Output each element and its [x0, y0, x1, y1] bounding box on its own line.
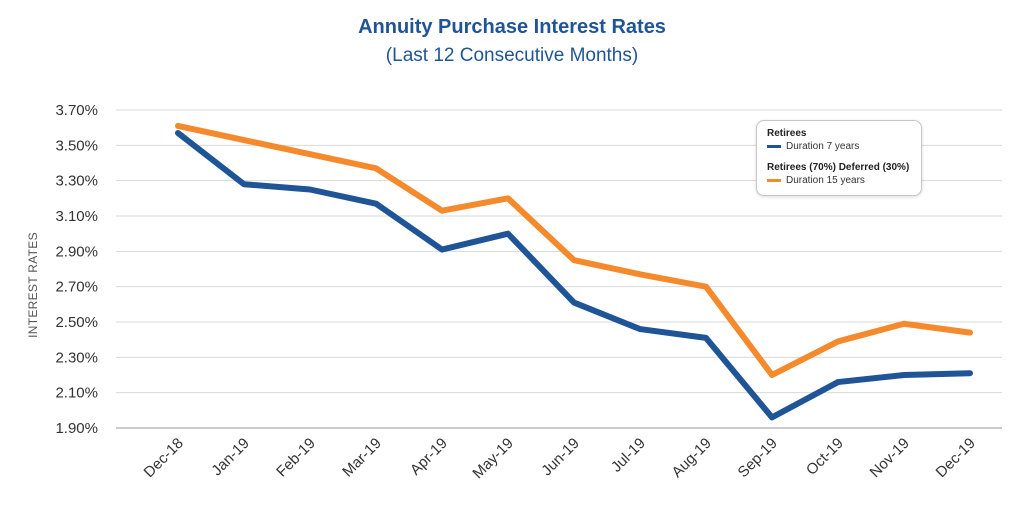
chart-title: Annuity Purchase Interest Rates	[358, 16, 666, 38]
x-axis-ticks: Dec-18 Jan-19 Feb-19 Mar-19 Apr-19 May-19 Jun-…	[141, 435, 979, 482]
legend-series-2-swatch	[767, 179, 781, 182]
x-tick-label: Oct-19	[803, 435, 847, 479]
series-lines	[175, 122, 973, 421]
y-tick-label: 3.10%	[55, 208, 98, 225]
x-tick-label: Jun-19	[538, 435, 582, 479]
legend-series-1-name: Retirees	[767, 128, 807, 139]
legend-series-1-swatch	[767, 145, 781, 148]
y-tick-label: 2.70%	[55, 279, 98, 296]
legend-series-2-detail: Duration 15 years	[786, 175, 865, 186]
x-tick-label: Sep-19	[735, 435, 781, 481]
y-tick-label: 1.90%	[55, 420, 98, 437]
y-axis-label: INTEREST RATES	[26, 232, 40, 338]
y-tick-label: 2.30%	[55, 349, 98, 366]
y-tick-label: 2.10%	[55, 385, 98, 402]
x-tick-label: Dec-18	[141, 435, 187, 481]
legend: Retirees Duration 7 years Retirees (70%)…	[756, 120, 922, 196]
legend-series-1-item: Duration 7 years	[767, 140, 911, 153]
y-axis-ticks: 3.70% 3.50% 3.30% 3.10% 2.90% 2.70% 2.50% 2.30%…	[55, 102, 98, 437]
y-tick-label: 3.30%	[55, 173, 98, 190]
legend-series-1-detail: Duration 7 years	[786, 141, 860, 152]
legend-series-2-item: Duration 15 years	[767, 174, 911, 187]
y-tick-label: 3.70%	[55, 102, 98, 119]
x-tick-label: Feb-19	[273, 435, 319, 481]
x-tick-label: Jan-19	[208, 435, 252, 479]
x-tick-label: Nov-19	[867, 435, 913, 481]
x-tick-label: May-19	[469, 435, 516, 482]
y-tick-label: 2.50%	[55, 314, 98, 331]
legend-series-2-name: Retirees (70%) Deferred (30%)	[767, 162, 910, 173]
y-tick-label: 3.50%	[55, 137, 98, 154]
chart-subtitle: (Last 12 Consecutive Months)	[385, 45, 639, 66]
y-tick-label: 2.90%	[55, 243, 98, 260]
x-tick-label: Mar-19	[339, 435, 385, 481]
x-tick-label: Dec-19	[933, 435, 979, 481]
x-tick-label: Apr-19	[407, 435, 451, 479]
x-tick-label: Jul-19	[608, 435, 649, 476]
x-tick-label: Aug-19	[669, 435, 715, 481]
